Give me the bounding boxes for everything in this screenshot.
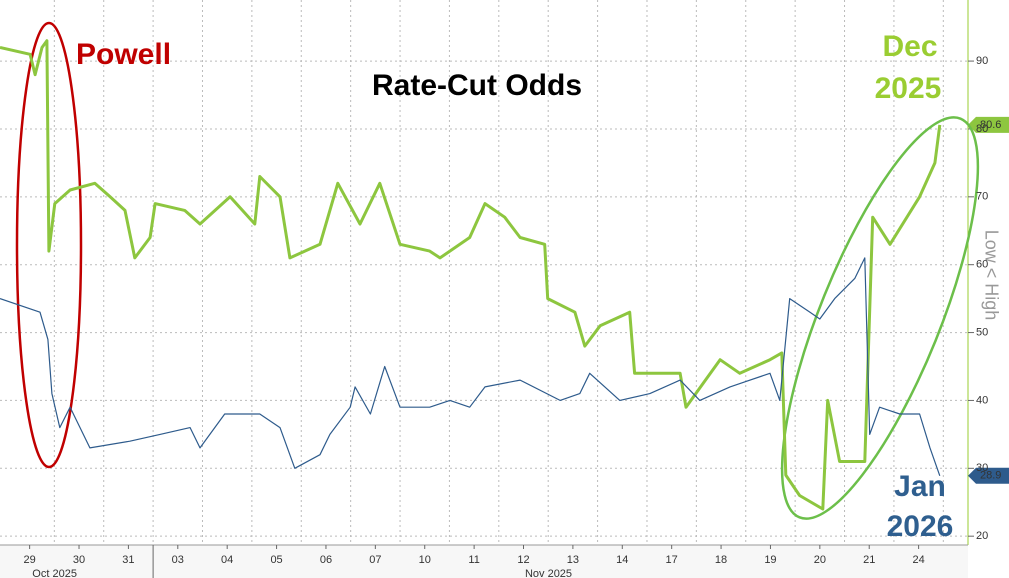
dec-label: 2025 xyxy=(875,72,942,105)
x-tick-label: 07 xyxy=(369,554,381,566)
x-tick-label: 04 xyxy=(221,554,233,566)
lines xyxy=(0,39,942,511)
x-tick-label: 11 xyxy=(468,554,479,566)
y-tick-label: 80 xyxy=(976,123,988,135)
x-tick-label: 14 xyxy=(616,554,628,566)
chart-title: Rate-Cut Odds xyxy=(372,69,582,102)
x-tick-label: 17 xyxy=(666,554,678,566)
x-tick-label: 30 xyxy=(73,554,85,566)
dec-label: Dec xyxy=(882,30,937,63)
last-value-label: 28.9 xyxy=(980,470,1001,482)
y-tick-label: 90 xyxy=(976,55,988,67)
x-tick-label: 24 xyxy=(912,554,924,566)
x-tick-label: 12 xyxy=(517,554,529,566)
last-value-pointer xyxy=(968,116,1009,133)
x-tick-label: 18 xyxy=(715,554,727,566)
series-line xyxy=(0,39,942,511)
last-value-label: 80.6 xyxy=(980,119,1001,131)
x-tick-label: 19 xyxy=(764,554,776,566)
late-ellipse xyxy=(780,116,980,520)
y-tick-label: 50 xyxy=(976,326,988,338)
jan-label: 2026 xyxy=(887,510,954,543)
y-tick-label: 60 xyxy=(976,259,988,271)
y-tick-label: 40 xyxy=(976,394,988,406)
powell-label: Powell xyxy=(76,38,171,71)
series-line xyxy=(0,257,941,476)
x-tick-label: 29 xyxy=(24,554,36,566)
x-tick-label: 03 xyxy=(172,554,184,566)
x-tick-label: 20 xyxy=(814,554,826,566)
x-tick-label: 31 xyxy=(122,554,134,566)
y-tick-label: 20 xyxy=(976,530,988,542)
y-tick-label: 30 xyxy=(976,462,988,474)
month-label: Oct 2025 xyxy=(32,568,77,578)
x-tick-label: 06 xyxy=(320,554,332,566)
y-axis-label: Low < High xyxy=(981,230,1001,321)
x-tick-label: 10 xyxy=(419,554,431,566)
jan-label: Jan xyxy=(894,470,946,503)
y-tick-label: 70 xyxy=(976,191,988,203)
last-value-pointer xyxy=(968,467,1009,484)
x-tick-label: 05 xyxy=(270,554,282,566)
powell-ellipse xyxy=(15,21,83,469)
x-axis-band xyxy=(0,545,968,578)
x-tick-label: 13 xyxy=(567,554,579,566)
month-label: Nov 2025 xyxy=(525,568,572,578)
x-tick-label: 21 xyxy=(863,554,875,566)
